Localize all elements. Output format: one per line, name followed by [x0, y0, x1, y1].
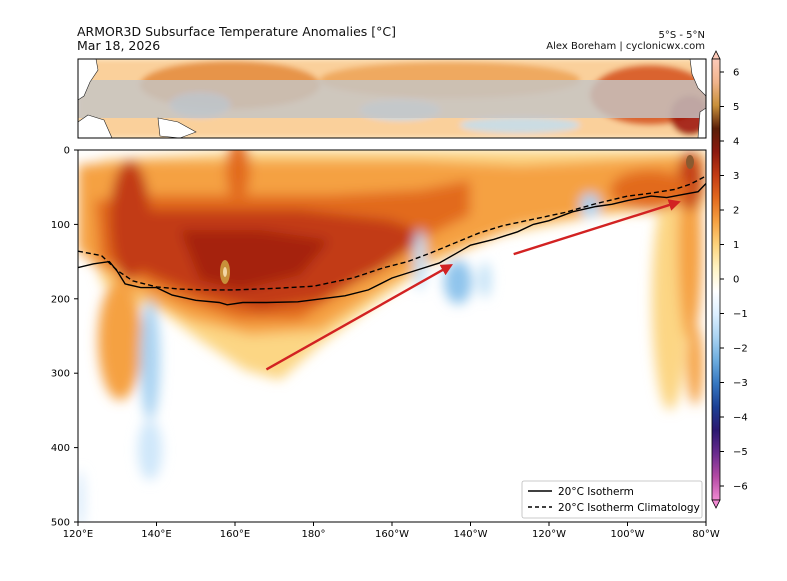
- x-tick-label: 160°W: [375, 529, 409, 540]
- y-tick-label: 500: [51, 518, 70, 529]
- y-tick-label: 300: [51, 369, 70, 380]
- colorbar-tick-label: −5: [733, 447, 748, 458]
- heatmap-panel: 120°E 140°E 160°E 180° 160°W 140°W 120°W 100°W 8…: [51, 146, 720, 541]
- anomaly-field: [78, 150, 706, 522]
- colorbar-gradient: [711, 58, 721, 501]
- x-tick-label: 100°W: [611, 529, 645, 540]
- colorbar-tick-label: 1: [733, 240, 739, 251]
- x-tick-label: 120°W: [532, 529, 566, 540]
- colorbar-tick-label: −4: [733, 413, 748, 424]
- colorbar-tick-label: −2: [733, 344, 748, 355]
- x-tick-label: 140°W: [454, 529, 488, 540]
- colorbar-tick-label: 0: [733, 275, 739, 286]
- isotherm-line: [78, 183, 706, 306]
- landmass-new-guinea: [157, 117, 197, 139]
- colorbar-tick-label: 2: [733, 206, 739, 217]
- colorbar-tick-label: −1: [733, 309, 748, 320]
- legend-isotherm-label: 20°C Isotherm: [558, 486, 634, 498]
- legend: 20°C Isotherm 20°C Isotherm Climatology: [521, 480, 703, 519]
- inset-map: [77, 58, 707, 139]
- colorbar-tick-label: −6: [733, 482, 748, 493]
- annotation-arrow-1: [265, 264, 453, 371]
- colorbar-top-extension: [711, 50, 721, 60]
- region-label: 5°S - 5°N: [658, 30, 705, 41]
- equatorial-band: [78, 80, 706, 118]
- legend-climatology-label: 20°C Isotherm Climatology: [558, 502, 700, 514]
- y-tick-label: 0: [64, 146, 70, 157]
- colorbar-tick-label: −3: [733, 378, 748, 389]
- x-tick-label: 180°: [301, 529, 325, 540]
- x-tick-label: 140°E: [141, 529, 171, 540]
- y-tick-label: 400: [51, 443, 70, 454]
- x-tick-label: 120°E: [63, 529, 93, 540]
- isotherm-climatology-line: [78, 175, 706, 291]
- credit-label: Alex Boreham | cyclonicwx.com: [546, 41, 705, 52]
- annotation-arrow-2: [513, 199, 681, 256]
- y-tick-label: 200: [51, 294, 70, 305]
- colorbar-tick-label: 3: [733, 171, 739, 182]
- chart-title: ARMOR3D Subsurface Temperature Anomalies…: [77, 24, 397, 39]
- colorbar-bottom-extension: [711, 499, 721, 509]
- x-tick-label: 160°E: [220, 529, 250, 540]
- colorbar-tick-label: 5: [733, 102, 739, 113]
- colorbar-tick-label: 6: [733, 68, 739, 79]
- x-tick-label: 80°W: [692, 529, 720, 540]
- hotspot-east: [686, 155, 694, 169]
- colorbar: 6 5 4 3 2 1 0 −1 −2 −3 −4 −5 −6: [711, 50, 748, 509]
- colorbar-tick-label: 4: [733, 137, 739, 148]
- y-tick-label: 100: [51, 220, 70, 231]
- chart-date: Mar 18, 2026: [77, 38, 161, 53]
